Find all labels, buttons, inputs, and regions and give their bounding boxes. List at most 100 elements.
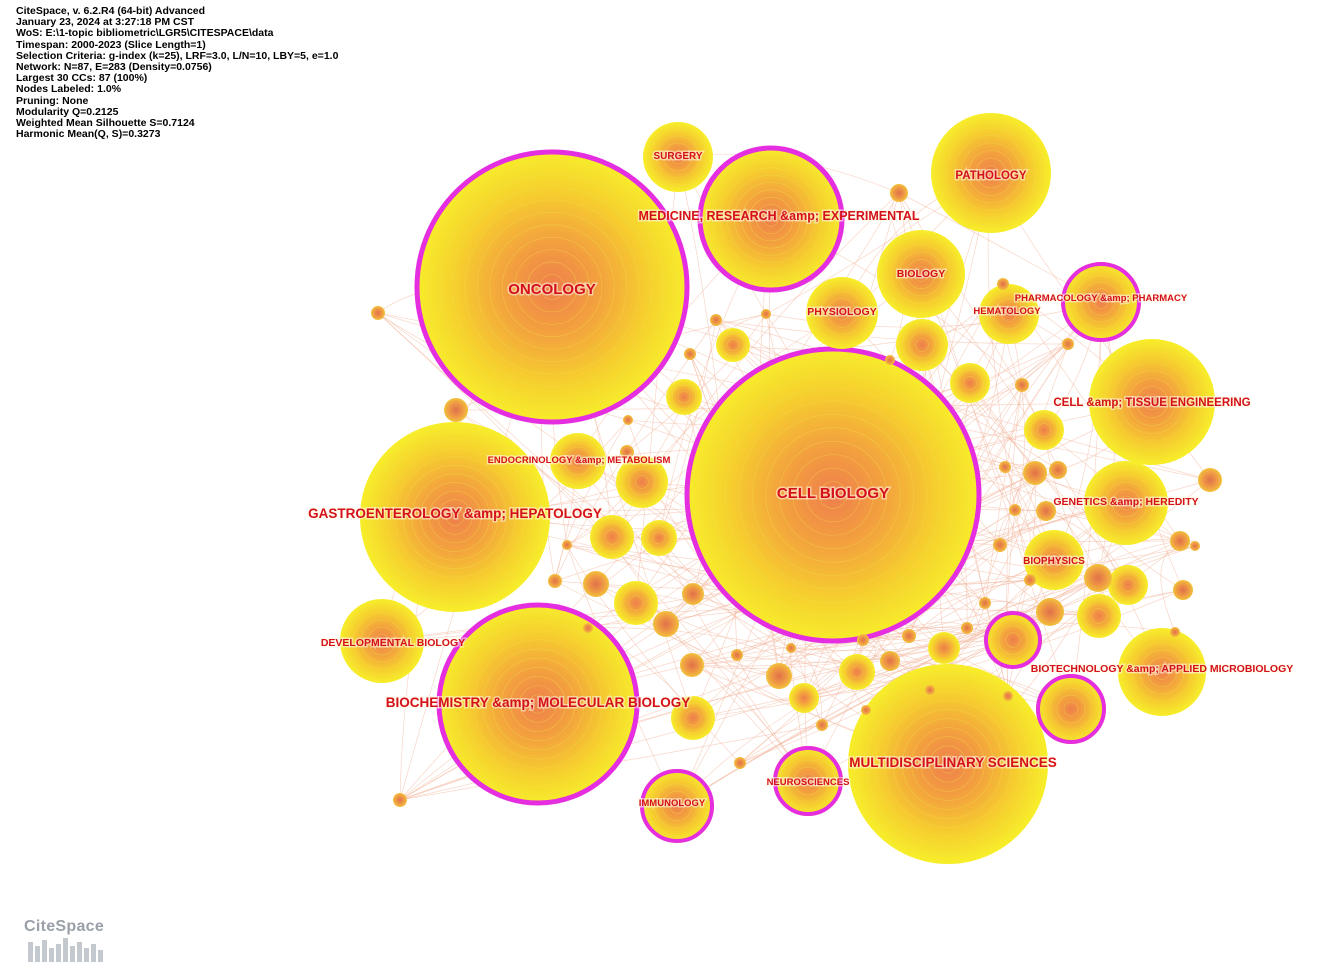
node-tree-ring xyxy=(464,199,640,375)
network-node xyxy=(993,538,1007,552)
node-disc xyxy=(848,664,1048,864)
node-tree-ring xyxy=(850,665,864,679)
node-disc xyxy=(1061,262,1141,342)
node-tree-ring xyxy=(1094,295,1108,309)
node-tree-ring xyxy=(1125,635,1199,709)
network-node xyxy=(1049,461,1067,479)
node-tree-ring xyxy=(998,625,1028,655)
node-tree-ring xyxy=(779,752,837,810)
node-disc xyxy=(666,379,702,415)
node-tree-ring xyxy=(656,135,700,179)
node-tree-ring xyxy=(385,447,525,587)
network-edge xyxy=(821,502,1127,726)
node-tree-ring xyxy=(1143,393,1161,411)
node-tree-ring xyxy=(911,727,985,801)
node-disc xyxy=(640,769,714,843)
network-node xyxy=(697,145,845,293)
node-tree-ring xyxy=(898,251,944,297)
network-node xyxy=(684,346,982,644)
node-tree-ring xyxy=(1080,281,1122,323)
network-node xyxy=(710,314,722,326)
network-node xyxy=(640,769,714,843)
node-disc xyxy=(641,520,677,556)
network-node xyxy=(877,230,965,318)
centrality-ring xyxy=(773,746,843,816)
node-tree-ring xyxy=(1001,306,1017,322)
node-disc xyxy=(1170,627,1180,637)
node-tree-ring xyxy=(800,773,816,789)
citespace-logo xyxy=(28,938,103,962)
node-disc xyxy=(1015,378,1029,392)
node-disc xyxy=(857,634,869,646)
node-tree-ring xyxy=(556,439,600,483)
node-tree-ring xyxy=(482,648,594,760)
node-tree-ring xyxy=(751,413,915,577)
node-tree-ring xyxy=(1031,537,1077,583)
node-tree-ring xyxy=(1067,268,1135,336)
node-tree-ring xyxy=(402,464,508,570)
node-disc xyxy=(685,347,981,643)
network-edge xyxy=(676,639,1014,807)
node-tree-ring xyxy=(945,127,1037,219)
node-tree-ring xyxy=(1090,467,1162,539)
centrality-ring xyxy=(414,149,690,425)
node-tree-ring xyxy=(778,440,888,550)
node-tree-ring xyxy=(368,430,542,604)
node-tree-ring xyxy=(906,259,936,289)
node-disc xyxy=(999,461,1011,473)
node-disc xyxy=(766,663,792,689)
node-disc xyxy=(340,599,424,683)
network-node xyxy=(1118,628,1206,716)
label-immunology: IMMUNOLOGY xyxy=(639,798,706,809)
network-nodes xyxy=(340,113,1222,864)
node-disc xyxy=(620,445,634,459)
node-disc xyxy=(997,278,1009,290)
node-disc xyxy=(1084,564,1112,592)
network-node xyxy=(885,355,895,365)
node-tree-ring xyxy=(427,162,677,412)
node-disc xyxy=(1173,580,1193,600)
network-node xyxy=(1036,598,1064,626)
node-tree-ring xyxy=(726,174,816,264)
node-tree-ring xyxy=(1147,657,1177,687)
node-disc xyxy=(393,793,407,807)
node-tree-ring xyxy=(491,657,585,751)
network-node xyxy=(643,122,713,192)
node-tree-ring xyxy=(1049,687,1093,731)
node-tree-ring xyxy=(539,274,565,300)
node-tree-ring xyxy=(920,736,976,792)
network-edge xyxy=(921,344,1055,561)
centrality-ring xyxy=(684,346,982,644)
node-disc xyxy=(1049,461,1067,479)
node-tree-ring xyxy=(621,588,651,618)
network-edge xyxy=(920,273,1163,673)
node-disc xyxy=(885,355,895,365)
network-node xyxy=(786,643,796,653)
node-tree-ring xyxy=(654,783,700,829)
node-tree-ring xyxy=(1087,288,1115,316)
network-node xyxy=(371,306,385,320)
node-tree-ring xyxy=(1063,701,1079,717)
node-tree-ring xyxy=(793,766,823,796)
network-node xyxy=(562,540,572,550)
node-tree-ring xyxy=(647,776,707,836)
node-tree-ring xyxy=(1046,552,1062,568)
summary-line: Pruning: None xyxy=(16,94,89,107)
network-node xyxy=(1003,691,1013,701)
label-endocrinology: ENDOCRINOLOGY &amp; METABOLISM xyxy=(488,455,671,466)
node-tree-ring xyxy=(834,305,850,321)
node-tree-ring xyxy=(1112,362,1192,442)
node-tree-ring xyxy=(1139,649,1185,695)
network-edge xyxy=(898,192,1045,431)
network-node xyxy=(789,683,819,713)
label-physiology: PHYSIOLOGY xyxy=(807,306,876,318)
label-pathology: PATHOLOGY xyxy=(955,170,1026,182)
label-oncology: ONCOLOGY xyxy=(508,281,596,298)
network-node xyxy=(806,277,878,349)
node-tree-ring xyxy=(1042,680,1100,738)
node-tree-ring xyxy=(1037,423,1051,437)
network-node xyxy=(550,433,606,489)
node-tree-ring xyxy=(1132,642,1192,702)
node-disc xyxy=(623,415,633,425)
node-tree-ring xyxy=(968,150,1014,196)
